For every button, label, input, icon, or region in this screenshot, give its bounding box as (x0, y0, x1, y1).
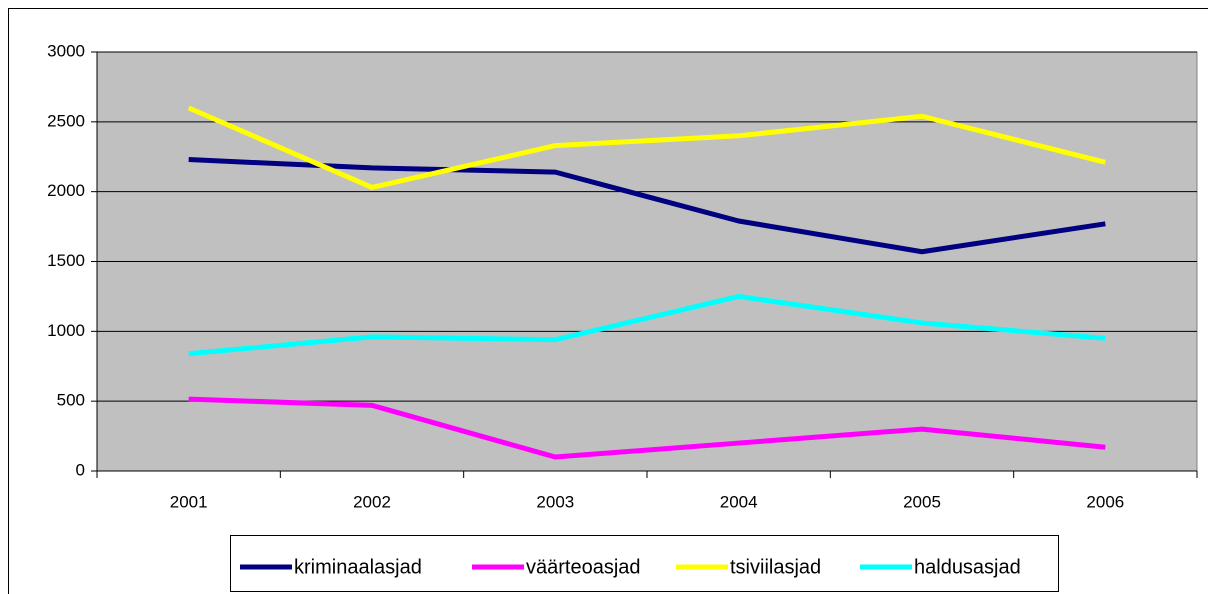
legend-label: väärteoasjad (526, 556, 641, 578)
legend-label: kriminaalasjad (294, 556, 422, 578)
legend-box (230, 535, 1059, 592)
y-tick-label: 1500 (47, 251, 85, 270)
y-tick-label: 1000 (47, 321, 85, 340)
series-line (188, 157, 1106, 255)
series-line (187, 105, 1106, 190)
legend-label: haldusasjad (914, 556, 1021, 578)
x-tick-label: 2002 (353, 492, 391, 511)
legend-label: tsiviilasjad (730, 556, 821, 578)
series-line (188, 396, 1106, 460)
x-tick-label: 2004 (720, 492, 758, 511)
y-tick-label: 2500 (47, 111, 85, 130)
y-tick-label: 500 (57, 391, 85, 410)
y-tick-label: 2000 (47, 181, 85, 200)
x-tick-label: 2001 (170, 492, 208, 511)
x-tick-label: 2005 (903, 492, 941, 511)
x-tick-label: 2003 (536, 492, 574, 511)
y-tick-label: 0 (76, 460, 85, 479)
y-tick-label: 3000 (47, 41, 85, 60)
series-line (188, 293, 1106, 357)
x-tick-label: 2006 (1086, 492, 1124, 511)
